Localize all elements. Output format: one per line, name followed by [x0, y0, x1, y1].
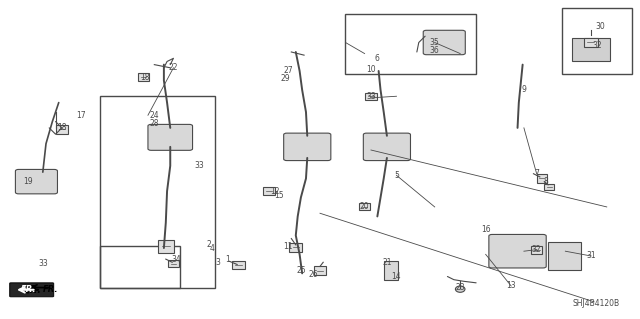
Bar — [289, 243, 302, 251]
Text: 5: 5 — [394, 171, 399, 180]
Bar — [365, 93, 377, 100]
Text: 3: 3 — [216, 258, 221, 267]
Text: FR.: FR. — [43, 285, 58, 294]
FancyBboxPatch shape — [10, 283, 54, 297]
Bar — [100, 247, 180, 287]
Bar — [346, 14, 476, 74]
Bar — [100, 96, 215, 287]
Text: 18: 18 — [140, 73, 150, 82]
Text: 7: 7 — [534, 169, 539, 178]
Text: 22: 22 — [169, 63, 178, 72]
Text: 4: 4 — [209, 243, 214, 253]
Text: 12: 12 — [271, 187, 280, 196]
Bar — [263, 187, 275, 195]
Text: 10: 10 — [366, 65, 376, 74]
Text: 36: 36 — [430, 46, 440, 55]
Bar — [359, 204, 371, 211]
Text: 35: 35 — [430, 38, 440, 47]
Text: 23: 23 — [456, 283, 465, 292]
Text: 31: 31 — [586, 251, 596, 260]
Bar — [537, 174, 547, 183]
Text: 9: 9 — [522, 85, 526, 94]
Text: 6: 6 — [375, 54, 380, 63]
Text: 14: 14 — [392, 272, 401, 281]
Bar — [531, 246, 542, 254]
Text: 15: 15 — [274, 191, 284, 200]
Bar — [56, 125, 68, 134]
Text: 26: 26 — [309, 271, 319, 279]
Bar — [384, 261, 397, 280]
Bar — [232, 262, 245, 269]
Text: 30: 30 — [595, 22, 605, 31]
Text: 34: 34 — [172, 255, 182, 263]
Bar — [584, 38, 598, 47]
Text: 33: 33 — [366, 92, 376, 101]
Text: 20: 20 — [360, 203, 369, 211]
Text: FR.: FR. — [24, 285, 42, 295]
FancyBboxPatch shape — [423, 30, 465, 55]
Text: 13: 13 — [506, 281, 516, 291]
Text: SHJ4B4120B: SHJ4B4120B — [572, 299, 620, 308]
Text: 33: 33 — [194, 161, 204, 170]
Bar — [544, 183, 554, 190]
Text: FR.: FR. — [20, 285, 36, 294]
Bar — [314, 266, 326, 275]
Text: 11: 11 — [284, 242, 293, 251]
Text: 1: 1 — [225, 255, 230, 263]
Bar — [548, 242, 581, 270]
Text: 18: 18 — [57, 123, 67, 132]
Text: 24: 24 — [150, 111, 159, 120]
FancyBboxPatch shape — [15, 169, 58, 194]
Text: 8: 8 — [544, 177, 548, 186]
Text: 28: 28 — [150, 119, 159, 128]
Text: 33: 33 — [38, 259, 48, 268]
Text: 19: 19 — [23, 177, 33, 186]
Text: 25: 25 — [296, 266, 306, 275]
Bar — [158, 240, 173, 253]
FancyBboxPatch shape — [284, 133, 331, 160]
Bar — [168, 260, 179, 267]
FancyBboxPatch shape — [489, 234, 546, 268]
Bar — [562, 8, 632, 74]
Text: 32: 32 — [593, 41, 602, 50]
Text: 17: 17 — [76, 111, 86, 120]
Bar — [572, 38, 610, 62]
Bar — [138, 73, 149, 81]
Ellipse shape — [456, 286, 465, 292]
Text: 2: 2 — [206, 241, 211, 249]
FancyBboxPatch shape — [364, 133, 410, 160]
Text: 16: 16 — [481, 225, 490, 234]
Text: 27: 27 — [284, 66, 293, 76]
Text: 21: 21 — [382, 258, 392, 267]
Text: 29: 29 — [280, 74, 290, 83]
FancyBboxPatch shape — [148, 124, 193, 150]
Text: 32: 32 — [532, 245, 541, 254]
